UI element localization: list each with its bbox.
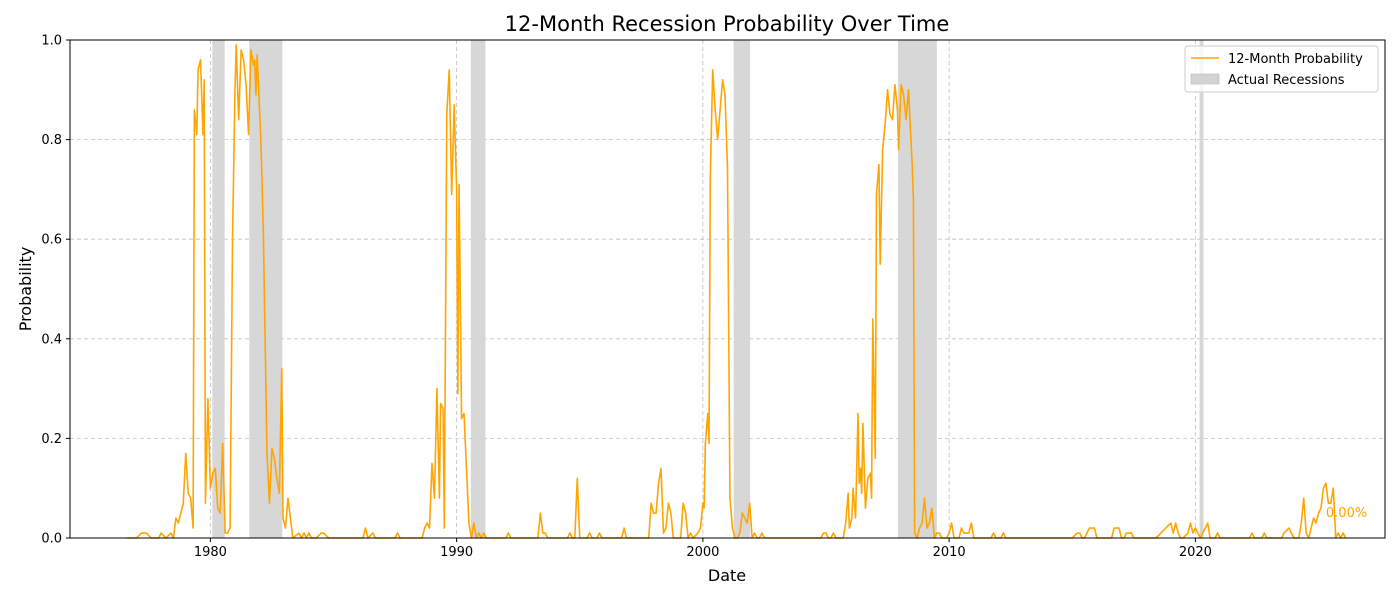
y-axis-ticks: 0.0 0.2 0.4 0.6 0.8 1.0	[41, 34, 70, 547]
recession-band	[897, 40, 937, 538]
legend-box	[1184, 45, 1379, 93]
legend: 12-Month Probability Actual Recessions	[1184, 45, 1379, 93]
legend-swatch-recession	[1190, 73, 1220, 85]
x-tick-label: 1980	[194, 545, 227, 560]
legend-label-recessions: Actual Recessions	[1228, 73, 1345, 88]
y-tick-label: 0.0	[41, 532, 62, 547]
recession-band	[249, 40, 283, 538]
y-axis-label: Probability	[16, 247, 35, 332]
plot-frame	[69, 39, 1386, 539]
x-tick-label: 1990	[440, 545, 473, 560]
x-tick-label: 2020	[1179, 545, 1212, 560]
probability-series	[126, 44, 1347, 539]
chart-title: 12-Month Recession Probability Over Time	[505, 12, 950, 36]
legend-label-probability: 12-Month Probability	[1228, 52, 1363, 67]
latest-value-annotation: 0.00%	[1326, 506, 1367, 521]
y-tick-label: 0.4	[41, 332, 62, 347]
x-axis-label: Date	[708, 566, 746, 585]
recession-band	[1199, 40, 1204, 538]
y-tick-label: 0.2	[41, 432, 62, 447]
x-tick-label: 2000	[686, 545, 719, 560]
y-tick-label: 0.8	[41, 133, 62, 148]
y-tick-label: 0.6	[41, 233, 62, 248]
x-tick-label: 2010	[933, 545, 966, 560]
recession-band	[470, 40, 486, 538]
series-line	[126, 44, 1347, 539]
x-axis-ticks: 1980 1990 2000 2010 2020	[194, 538, 1212, 560]
recession-band	[733, 40, 751, 538]
recession-bands	[212, 40, 1204, 538]
y-tick-label: 1.0	[41, 34, 62, 49]
recession-band	[212, 40, 225, 538]
